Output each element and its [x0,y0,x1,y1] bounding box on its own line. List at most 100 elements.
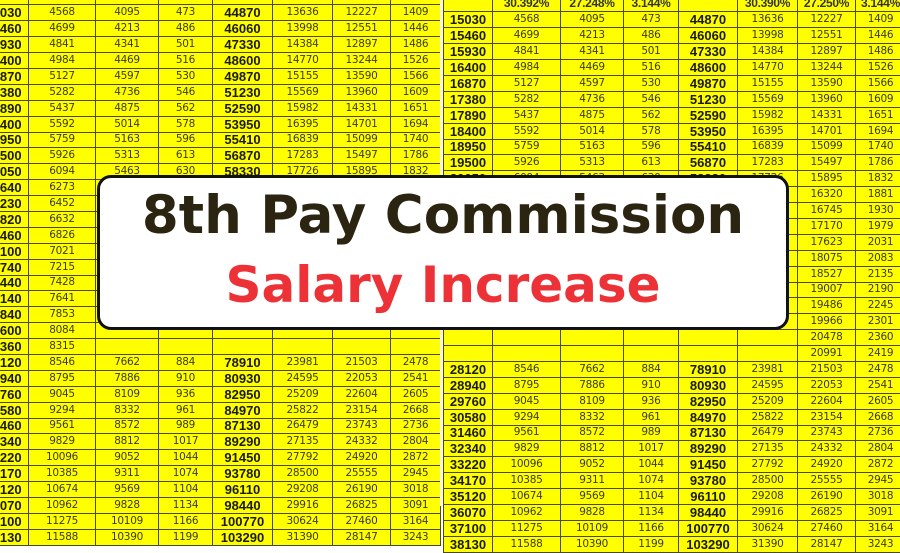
table-cell: 34170 [0,466,29,482]
table-cell: 936 [624,393,679,409]
table-cell: 52590 [679,107,738,123]
table-cell: 15155 [273,68,333,84]
table-cell: 24920 [798,457,856,473]
table-cell: 100770 [213,513,273,529]
table-cell: 23154 [333,402,391,418]
table-cell: 5014 [561,123,624,139]
table-cell: 28940 [444,377,493,393]
table-cell: 13590 [798,75,856,91]
table-cell: 51230 [679,91,738,107]
table-cell: 2541 [391,370,441,386]
table-cell: 1134 [159,498,213,514]
table-cell: 15460 [0,21,29,37]
table-cell: 91450 [213,450,273,466]
table-cell: 13998 [273,21,333,37]
table-cell: 9052 [561,457,624,473]
table-cell: 29760 [444,393,493,409]
table-cell: 4095 [96,5,159,21]
table-cell [493,330,561,346]
table-cell: 23154 [798,409,856,425]
table-cell: 31390 [273,529,333,545]
table-cell: 961 [624,409,679,425]
table-cell: 4841 [493,44,561,60]
table-cell: 27360 [0,339,29,355]
table-cell: 24332 [333,434,391,450]
table-cell: 15569 [738,91,798,107]
table-cell: 8109 [561,393,624,409]
table-cell: 1446 [856,28,900,44]
table-cell: 10674 [493,489,561,505]
table-cell: 2605 [856,393,900,409]
table-cell: 4568 [493,12,561,28]
table-cell [273,339,333,355]
table-cell: 5163 [96,132,159,148]
table-cell: 8795 [29,370,96,386]
table-cell: 22604 [798,393,856,409]
table-cell: 52590 [213,100,273,116]
table-cell: 5313 [96,148,159,164]
table-cell: 26825 [798,505,856,521]
table-cell: 15497 [798,155,856,171]
table-cell: 46060 [679,28,738,44]
table-cell: 100770 [679,520,738,536]
table-cell: 20478 [798,330,856,346]
table-cell: 884 [159,354,213,370]
table-cell: 613 [159,148,213,164]
table-cell: 23740 [0,259,29,275]
table-cell: 24595 [273,370,333,386]
table-cell: 20050 [0,164,29,180]
table-cell: 35120 [0,482,29,498]
table-cell: 19007 [798,282,856,298]
table-cell: 13960 [798,91,856,107]
table-cell: 21503 [798,361,856,377]
table-cell: 87130 [213,418,273,434]
table-cell: 4984 [493,60,561,76]
table-cell: 2135 [856,266,900,282]
table-cell: 7886 [96,370,159,386]
table-cell: 17380 [0,84,29,100]
table-cell: 7428 [29,275,96,291]
table-cell: 4875 [561,107,624,123]
table-cell: 22460 [0,227,29,243]
table-cell: 96110 [679,489,738,505]
table-cell: 23981 [273,354,333,370]
table-cell: 2945 [856,473,900,489]
table-cell: 3243 [391,529,441,545]
table-cell: 26190 [798,489,856,505]
table-cell: 13590 [333,68,391,84]
table-cell: 18400 [444,123,493,139]
table-cell: 28147 [798,536,856,552]
table-cell: 23743 [333,418,391,434]
table-cell: 22604 [333,386,391,402]
table-cell: 80930 [679,377,738,393]
table-cell: 2360 [856,330,900,346]
table-cell: 1694 [856,123,900,139]
table-cell: 3091 [391,498,441,514]
table-cell: 2668 [391,402,441,418]
table-cell: 93780 [679,473,738,489]
table-cell: 16839 [738,139,798,155]
table-cell: 8812 [561,441,624,457]
table-cell: 13636 [273,5,333,21]
table-cell: 46060 [213,21,273,37]
table-cell: 961 [159,402,213,418]
table-cell: 12227 [333,5,391,21]
table-cell: 910 [159,370,213,386]
table-cell: 12227 [798,12,856,28]
table-cell: 12551 [333,21,391,37]
table-cell: 56870 [213,148,273,164]
table-cell: 4736 [96,84,159,100]
table-cell: 10390 [561,536,624,552]
table-cell: 29916 [738,505,798,521]
table-cell: 30624 [738,520,798,536]
table-cell: 4699 [29,21,96,37]
table-cell: 2419 [856,346,900,362]
